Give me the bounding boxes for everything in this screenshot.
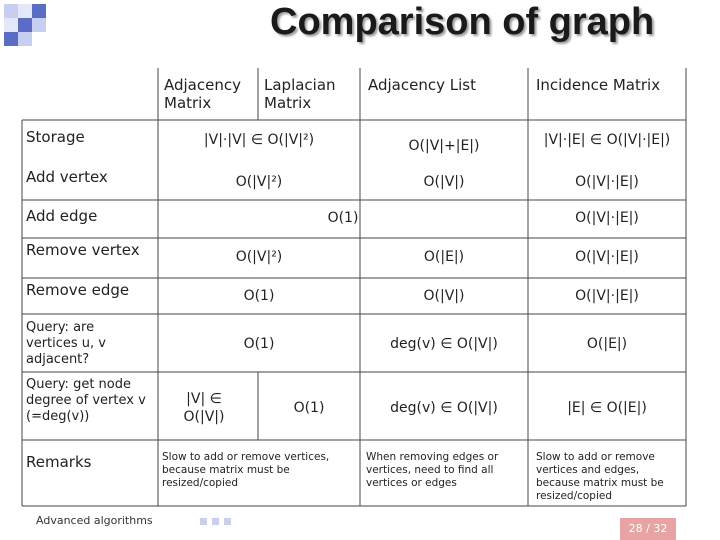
query-adjacent-incidence: O(|E|) [586, 336, 628, 352]
row-label-query-degree: Query: get node degree of vertex v (=deg… [26, 377, 146, 424]
storage-matrix: |V|⋅|V| ∈ O(|V|²) [203, 132, 315, 148]
decor-square [18, 4, 32, 18]
col-laplacian-matrix: Laplacian Matrix [264, 76, 336, 112]
row-label-remove-vertex: Remove vertex [26, 241, 140, 259]
remarks-matrix: Slow to add or remove vertices, because … [162, 451, 330, 489]
row-label-remarks: Remarks [26, 453, 92, 471]
footer-decor-square [224, 518, 231, 525]
row-label-remove-edge: Remove edge [26, 281, 130, 299]
footer-decor-square [200, 518, 207, 525]
add-vertex-list: O(|V|) [423, 174, 465, 190]
query-adjacent-matrix: O(1) [243, 336, 275, 352]
decor-square [4, 4, 18, 18]
row-label-add-vertex: Add vertex [26, 168, 108, 186]
query-degree-list: deg(v) ∈ O(|V|) [390, 400, 498, 416]
row-label-query-adjacent: Query: are vertices u, v adjacent? [26, 320, 106, 367]
add-edge-incidence: O(|V|⋅|E|) [575, 210, 639, 226]
remarks-incidence: Slow to add or remove vertices and edges… [536, 451, 664, 502]
add-vertex-incidence: O(|V|⋅|E|) [575, 174, 639, 190]
add-vertex-matrix: O(|V|²) [235, 174, 283, 190]
col-adjacency-matrix: Adjacency Matrix [164, 76, 241, 112]
row-label-add-edge: Add edge [26, 207, 98, 225]
slide-title-line1: Comparison of graph [270, 1, 655, 43]
remove-vertex-incidence: O(|V|⋅|E|) [575, 249, 639, 265]
query-degree-laplacian: O(1) [293, 400, 325, 416]
decor-square [4, 18, 18, 32]
storage-list: O(|V|+|E|) [408, 138, 480, 154]
remarks-list: When removing edges or vertices, need to… [366, 451, 499, 489]
remove-edge-incidence: O(|V|⋅|E|) [575, 288, 639, 304]
decor-square [4, 32, 18, 46]
row-label-storage: Storage [26, 128, 85, 146]
decor-square [32, 18, 46, 32]
remove-edge-matrix: O(1) [243, 288, 275, 304]
decor-square [18, 32, 32, 46]
slide-title-line2: representations [376, 46, 661, 48]
footer-text: Advanced algorithms [36, 514, 153, 527]
footer-decor-square [212, 518, 219, 525]
query-adjacent-list: deg(v) ∈ O(|V|) [390, 336, 498, 352]
col-adjacency-list: Adjacency List [368, 76, 476, 94]
page-number-badge: 28 / 32 [620, 518, 676, 540]
decor-square [18, 18, 32, 32]
slide-title: Comparison of graph representations [150, 0, 720, 48]
remove-edge-list: O(|V|) [423, 288, 465, 304]
col-incidence-matrix: Incidence Matrix [536, 76, 661, 94]
decor-square [32, 4, 46, 18]
remove-vertex-list: O(|E|) [423, 249, 465, 265]
query-degree-incidence: |E| ∈ O(|E|) [567, 400, 647, 416]
add-edge-merged: O(1) [327, 210, 359, 226]
query-degree-adj-matrix: |V| ∈ O(|V|) [183, 391, 225, 425]
storage-incidence: |V|⋅|E| ∈ O(|V|⋅|E|) [543, 132, 671, 148]
remove-vertex-matrix: O(|V|²) [235, 249, 283, 265]
